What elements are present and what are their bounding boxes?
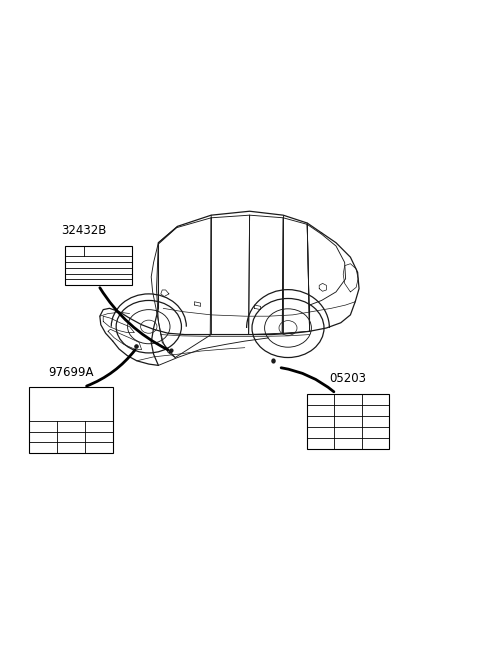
Text: 32432B: 32432B xyxy=(61,224,107,237)
Text: 97699A: 97699A xyxy=(48,365,93,379)
Bar xyxy=(307,394,389,449)
Text: 05203: 05203 xyxy=(329,372,367,385)
Bar xyxy=(65,246,132,285)
Bar xyxy=(29,387,113,453)
